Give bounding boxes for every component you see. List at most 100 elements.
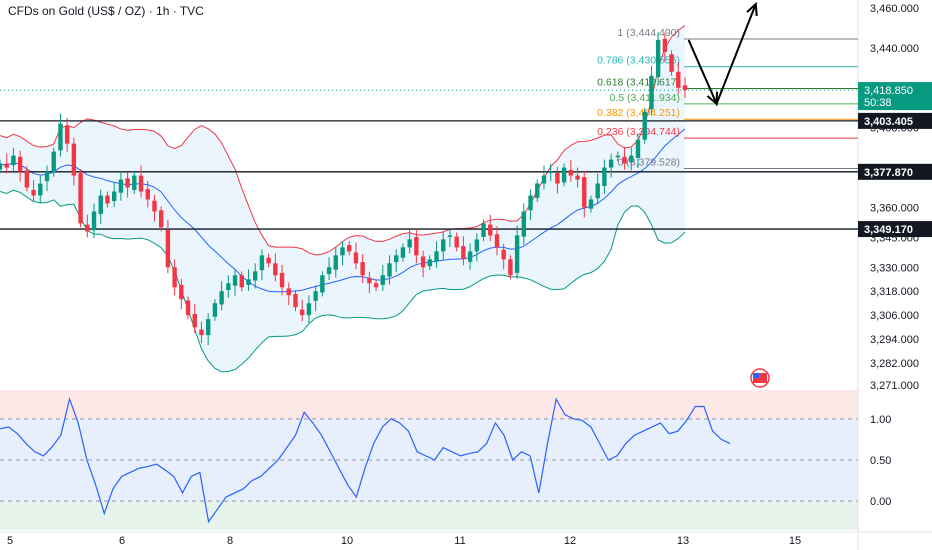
candle-body [548, 171, 553, 174]
candle-body [252, 271, 258, 281]
flag-icon-canton [753, 373, 759, 378]
flag-icon[interactable] [750, 368, 770, 388]
time-axis: 5 6 8 10 11 12 13 15 [7, 535, 801, 547]
osc-tick-label: 0.50 [870, 455, 891, 467]
candle-body [91, 211, 97, 231]
candle-body [145, 189, 150, 200]
candle-body [259, 255, 265, 271]
candle-body [400, 247, 406, 258]
candles [0, 31, 688, 346]
candle-body [568, 169, 574, 176]
candle-body [98, 195, 103, 214]
candle-body [420, 256, 426, 268]
fibonacci-retracement: 1 (3,444.490) 0.786 (3,430.556) 0.618 (3,4… [597, 27, 858, 170]
candle-body [521, 211, 527, 237]
candle-body [125, 178, 130, 188]
candle-body [434, 251, 439, 262]
price-tick-label: 3,306.000 [870, 310, 919, 322]
projection-arrowhead-up [746, 1, 758, 17]
candle-body [111, 191, 117, 202]
candle-body [561, 167, 567, 183]
candle-body [326, 267, 332, 275]
price-axis: 3,460.0003,440.0003,400.0003,380.0003,36… [870, 3, 919, 508]
countdown-label: 50:38 [864, 97, 892, 109]
projection-arrow [687, 1, 758, 107]
candle-body [71, 143, 77, 176]
candle-body [239, 275, 244, 288]
candle-body [246, 279, 251, 285]
price-tick-label: 3,360.000 [870, 202, 919, 214]
candle-body [588, 199, 594, 209]
fib-level-label: 0.786 (3,430.556) [597, 55, 680, 67]
candle-body [669, 54, 674, 72]
candle-body [165, 229, 171, 268]
bb-fill [0, 25, 685, 372]
candle-body [293, 294, 298, 308]
candle-body [682, 85, 688, 91]
candle-body [622, 156, 627, 164]
price-tick-label: 3,330.000 [870, 262, 919, 274]
last-price-tag [858, 82, 932, 111]
price-tags: 3,403.405 3,377.870 3,349.170 3,418.85050:3… [858, 82, 932, 238]
level-price-tag-label: 3,403.405 [864, 116, 913, 128]
projection-arrowhead-down [706, 91, 719, 106]
candle-body [508, 259, 513, 276]
candle-body [219, 291, 224, 305]
time-tick-label: 8 [227, 535, 233, 547]
candle-body [4, 163, 9, 168]
candle-body [31, 189, 36, 196]
candle-body [582, 177, 587, 208]
horizontal-levels [0, 89, 858, 230]
time-tick-label: 11 [454, 535, 465, 547]
candle-body [649, 75, 654, 110]
candle-body [575, 175, 580, 180]
candle-body [602, 167, 607, 186]
candle-body [132, 175, 137, 190]
candle-body [467, 251, 473, 262]
candle-body [105, 195, 110, 204]
candle-body [474, 239, 480, 252]
level-price-tag [858, 112, 932, 129]
level-price-tag-label: 3,377.870 [864, 167, 913, 179]
candle-body [454, 236, 459, 248]
candle-body [514, 235, 520, 273]
candle-body [367, 277, 372, 284]
candle-body [273, 263, 278, 276]
candle-body [44, 171, 50, 182]
time-tick-label: 10 [341, 535, 353, 547]
time-tick-label: 6 [119, 535, 125, 547]
time-tick-label: 5 [7, 535, 13, 547]
candle-body [595, 183, 600, 199]
fib-level-label: 0.236 (3,394.744) [597, 126, 680, 138]
candle-body [333, 255, 338, 270]
candle-body [494, 234, 500, 248]
time-tick-label: 12 [564, 535, 576, 547]
candle-body [535, 183, 540, 198]
candle-body [360, 262, 365, 276]
candle-body [501, 249, 506, 260]
last-price-tag-label: 3,418.850 [864, 85, 913, 97]
price-tick-label: 3,440.000 [870, 43, 919, 55]
candle-body [676, 71, 681, 88]
candle-body [118, 179, 124, 193]
candle-body [340, 247, 345, 256]
time-tick-label: 15 [789, 535, 801, 547]
candle-body [642, 111, 647, 140]
candle-body [205, 319, 211, 336]
candle-body [447, 235, 453, 237]
level-price-tag-label: 3,349.170 [864, 224, 913, 236]
candle-body [0, 163, 3, 170]
osc-tick-label: 1.00 [870, 414, 891, 426]
candle-body [394, 255, 399, 263]
osc-oversold-zone [0, 501, 858, 530]
candle-body [608, 159, 614, 168]
candle-body [179, 284, 184, 300]
candle-body [306, 303, 312, 316]
candle-body [172, 267, 177, 288]
candle-body [320, 275, 325, 293]
candle-body [662, 38, 668, 52]
candle-body [427, 259, 433, 267]
candle-body [541, 175, 547, 184]
fib-level-label: 1 (3,444.490) [618, 27, 680, 39]
